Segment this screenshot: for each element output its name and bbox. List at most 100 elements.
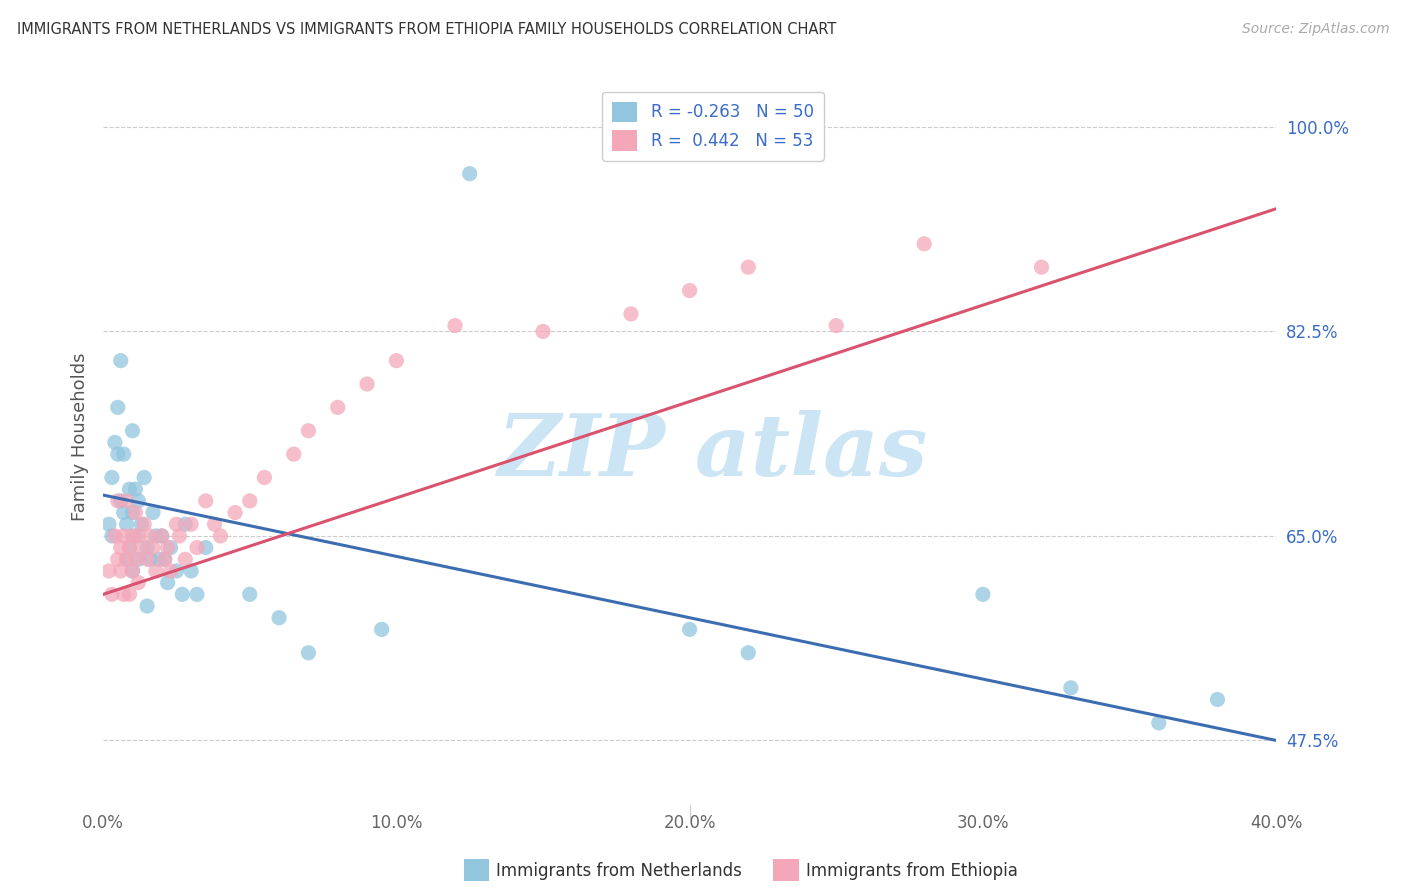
Point xyxy=(118,541,141,555)
Point xyxy=(101,587,124,601)
Point xyxy=(194,494,217,508)
Point xyxy=(124,482,146,496)
Point xyxy=(156,575,179,590)
Point xyxy=(107,552,129,566)
Legend: R = -0.263   N = 50, R =  0.442   N = 53: R = -0.263 N = 50, R = 0.442 N = 53 xyxy=(602,92,824,161)
Point xyxy=(112,506,135,520)
Point xyxy=(678,623,700,637)
Point xyxy=(121,564,143,578)
Point xyxy=(283,447,305,461)
Point xyxy=(148,552,170,566)
Point xyxy=(139,552,162,566)
Point xyxy=(444,318,467,333)
Point xyxy=(127,552,149,566)
Point xyxy=(145,564,167,578)
Point xyxy=(115,552,138,566)
Text: Source: ZipAtlas.com: Source: ZipAtlas.com xyxy=(1241,22,1389,37)
Point xyxy=(356,377,378,392)
Point xyxy=(737,260,759,275)
Point xyxy=(136,599,159,613)
Point xyxy=(112,529,135,543)
Point xyxy=(129,541,152,555)
Text: ZIP atlas: ZIP atlas xyxy=(498,409,928,493)
Point xyxy=(107,494,129,508)
Point xyxy=(972,587,994,601)
Point xyxy=(124,506,146,520)
Point xyxy=(121,564,143,578)
Point xyxy=(385,353,408,368)
Point xyxy=(121,506,143,520)
Point xyxy=(156,541,179,555)
Point xyxy=(107,401,129,415)
Point xyxy=(112,447,135,461)
Point xyxy=(150,529,173,543)
Point xyxy=(825,318,848,333)
Point xyxy=(121,529,143,543)
Point xyxy=(134,470,156,484)
Point xyxy=(224,506,246,520)
Point xyxy=(297,424,319,438)
Point xyxy=(1060,681,1083,695)
Point xyxy=(112,587,135,601)
Point xyxy=(110,564,132,578)
Point xyxy=(326,401,349,415)
Point xyxy=(180,517,202,532)
Point xyxy=(209,529,232,543)
Point xyxy=(159,564,181,578)
Point xyxy=(107,447,129,461)
Point xyxy=(531,325,554,339)
Text: IMMIGRANTS FROM NETHERLANDS VS IMMIGRANTS FROM ETHIOPIA FAMILY HOUSEHOLDS CORREL: IMMIGRANTS FROM NETHERLANDS VS IMMIGRANT… xyxy=(17,22,837,37)
Point xyxy=(124,529,146,543)
Point xyxy=(101,470,124,484)
Point xyxy=(124,552,146,566)
Point xyxy=(118,541,141,555)
Point xyxy=(110,541,132,555)
Point xyxy=(118,587,141,601)
Point xyxy=(204,517,226,532)
Point xyxy=(180,564,202,578)
Point xyxy=(737,646,759,660)
Point xyxy=(115,552,138,566)
Point xyxy=(101,529,124,543)
Point xyxy=(165,517,187,532)
Point xyxy=(98,517,121,532)
Point xyxy=(104,435,127,450)
Point xyxy=(1147,715,1170,730)
Point xyxy=(115,517,138,532)
Point xyxy=(172,587,194,601)
Point xyxy=(159,541,181,555)
Point xyxy=(239,494,262,508)
Point xyxy=(912,236,935,251)
Point xyxy=(267,611,290,625)
Point xyxy=(115,494,138,508)
Text: Immigrants from Ethiopia: Immigrants from Ethiopia xyxy=(806,862,1018,880)
Point xyxy=(165,564,187,578)
Point xyxy=(145,529,167,543)
Point xyxy=(1206,692,1229,706)
Point xyxy=(136,541,159,555)
Point xyxy=(186,587,208,601)
Point xyxy=(134,517,156,532)
Point xyxy=(174,517,197,532)
Point xyxy=(127,575,149,590)
Point xyxy=(169,529,191,543)
Point xyxy=(678,284,700,298)
Point xyxy=(150,529,173,543)
Point xyxy=(620,307,643,321)
Point xyxy=(127,529,149,543)
Point xyxy=(174,552,197,566)
Text: Immigrants from Netherlands: Immigrants from Netherlands xyxy=(496,862,742,880)
Point xyxy=(458,167,481,181)
Point xyxy=(110,353,132,368)
Point xyxy=(153,552,176,566)
Point xyxy=(153,552,176,566)
Point xyxy=(110,494,132,508)
Point xyxy=(136,552,159,566)
Point xyxy=(98,564,121,578)
Point xyxy=(104,529,127,543)
Point xyxy=(127,494,149,508)
Point xyxy=(253,470,276,484)
Point xyxy=(129,517,152,532)
Point xyxy=(121,424,143,438)
Point xyxy=(1031,260,1053,275)
